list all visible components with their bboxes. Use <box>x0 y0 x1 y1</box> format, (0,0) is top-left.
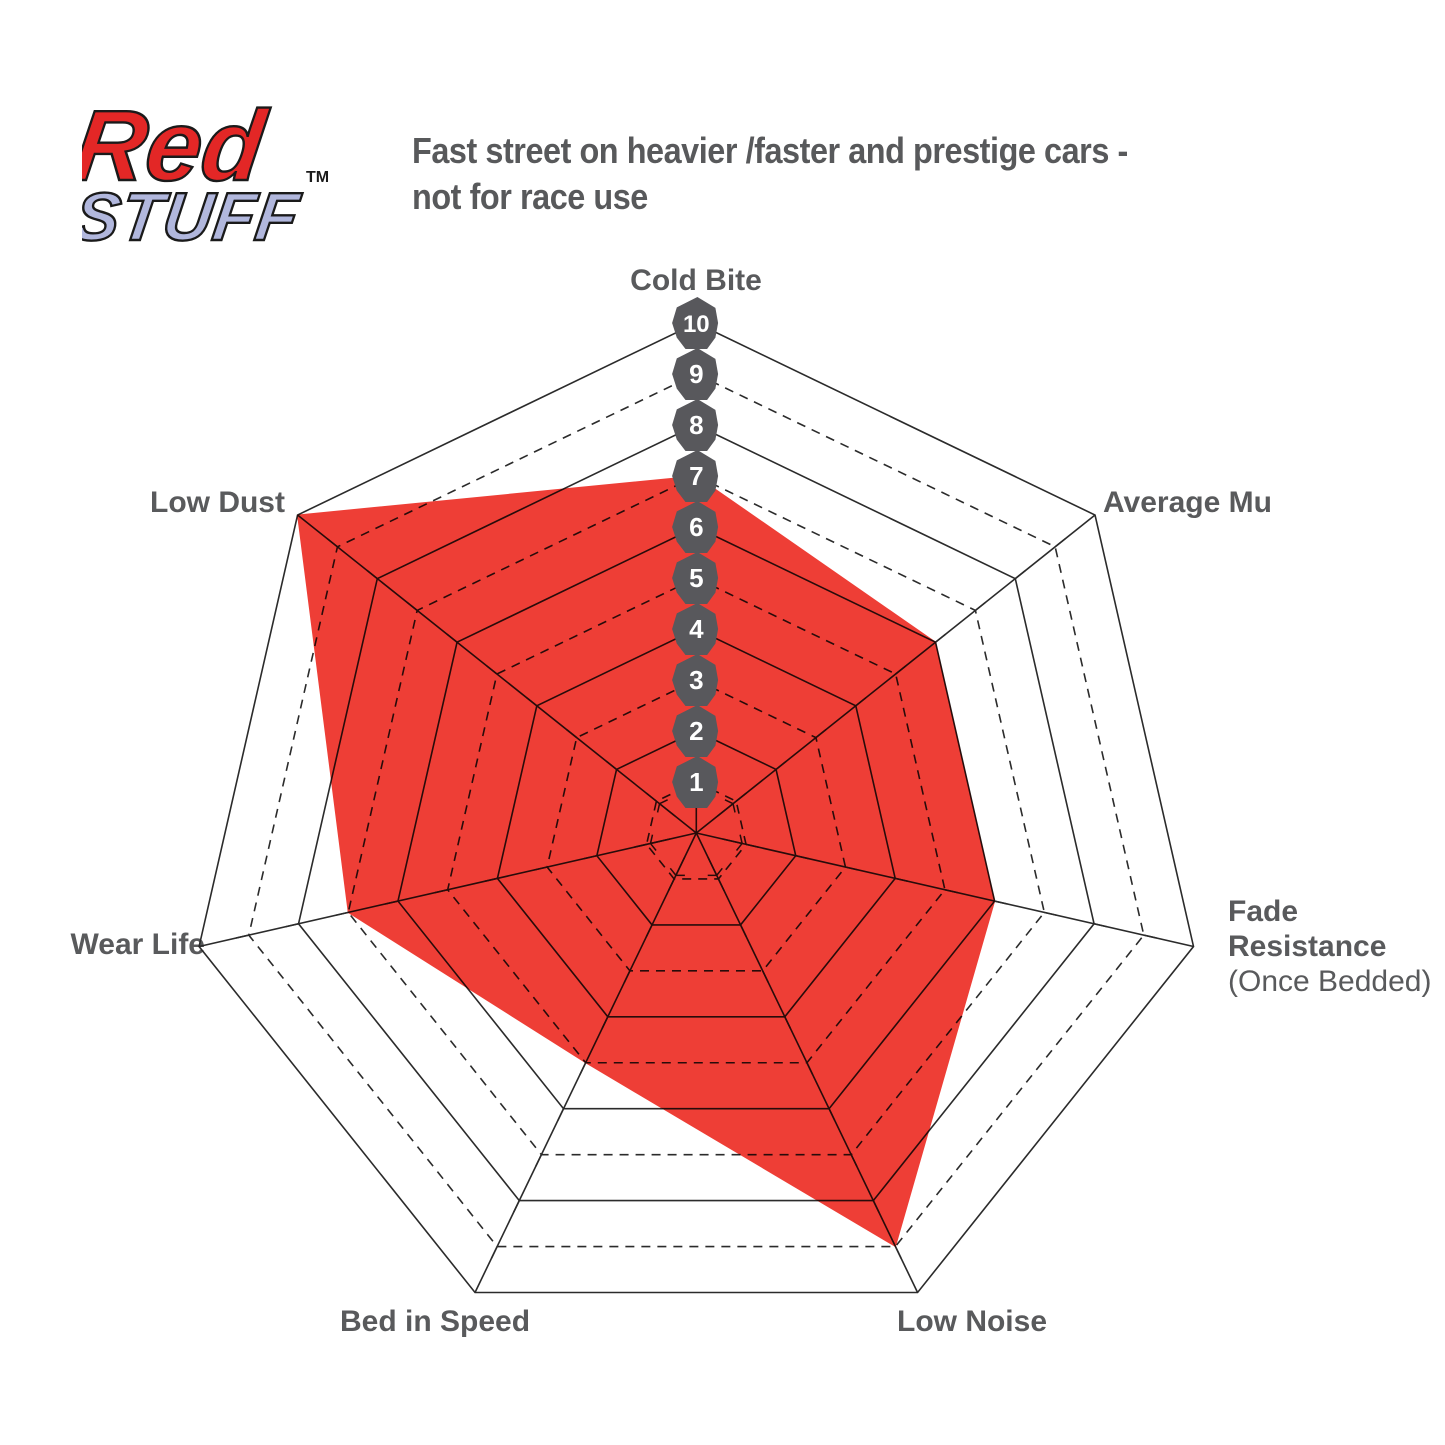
svg-text:10: 10 <box>683 311 710 338</box>
svg-text:2: 2 <box>689 716 703 746</box>
svg-text:9: 9 <box>689 359 703 389</box>
svg-text:3: 3 <box>689 665 703 695</box>
svg-text:6: 6 <box>689 512 703 542</box>
svg-text:8: 8 <box>689 410 703 440</box>
svg-text:5: 5 <box>689 563 703 593</box>
svg-text:4: 4 <box>689 614 704 644</box>
svg-text:1: 1 <box>689 767 703 797</box>
svg-text:7: 7 <box>689 461 703 491</box>
